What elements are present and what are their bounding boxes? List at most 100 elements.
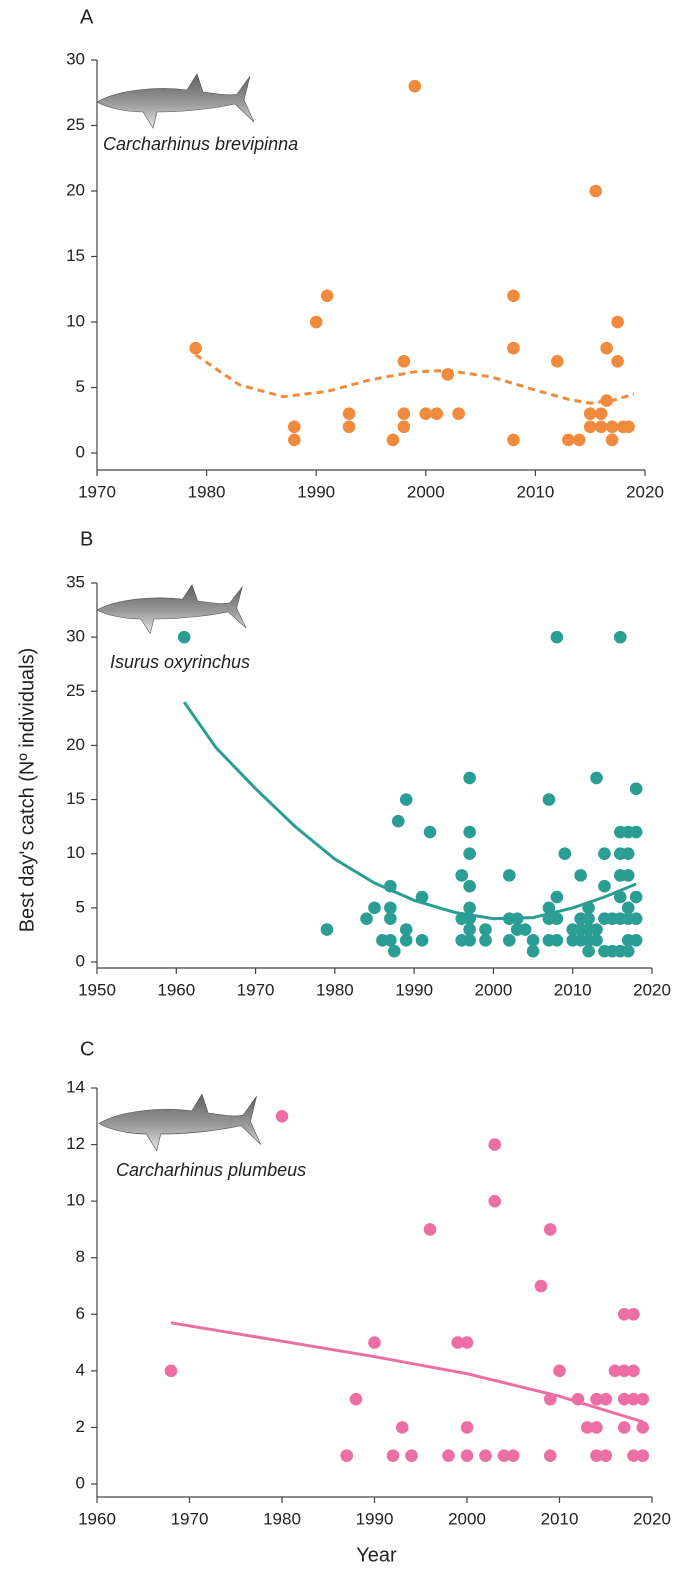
data-point [310,316,323,329]
trend-line [171,1323,643,1422]
y-tick-label: 15 [66,789,85,808]
data-point [611,355,624,368]
data-point [627,1308,640,1321]
y-tick-label: 20 [66,735,85,754]
data-point [574,869,587,882]
data-point [606,421,619,434]
data-point [387,434,400,447]
data-point [622,847,635,860]
data-point [384,902,397,915]
data-point [479,923,492,936]
data-point [463,880,476,893]
panel-label: A [80,6,94,28]
y-tick-label: 0 [76,442,85,461]
data-point [598,880,611,893]
x-tick-label: 1960 [78,1509,116,1528]
y-tick-label: 10 [66,1191,85,1210]
y-tick-label: 0 [76,1473,85,1492]
data-point [463,847,476,860]
x-tick-label: 1980 [263,1509,301,1528]
y-tick-label: 15 [66,246,85,265]
data-point [636,1449,649,1462]
y-tick-label: 0 [76,951,85,970]
y-axis-label: Best day's catch (Nº individuals) [16,648,38,933]
data-point [618,1421,631,1434]
data-point [599,1449,612,1462]
data-point [627,1365,640,1378]
data-point [584,407,597,420]
data-point [398,355,411,368]
data-point [165,1365,178,1378]
data-point [630,912,643,925]
data-point [606,434,619,447]
data-point [551,631,564,644]
x-tick-label: 2020 [633,1509,671,1528]
data-point [630,891,643,904]
data-point [562,434,575,447]
data-point [420,407,433,420]
data-point [519,923,532,936]
data-point [622,869,635,882]
data-point [636,1393,649,1406]
data-point [452,407,465,420]
data-point [590,923,603,936]
data-point [507,1449,520,1462]
data-point [288,421,301,434]
x-tick-label: 1990 [395,980,433,999]
x-tick-label: 1980 [316,980,354,999]
data-point [387,1449,400,1462]
data-point [396,1421,409,1434]
y-tick-label: 25 [66,681,85,700]
y-tick-label: 6 [76,1304,85,1323]
x-axis-label: Year [356,1544,397,1566]
data-point [622,945,635,958]
data-point [424,826,437,839]
data-point [503,934,516,947]
data-point [551,934,564,947]
data-point [590,934,603,947]
x-tick-label: 2020 [626,482,664,501]
data-point [416,934,429,947]
data-point [479,1449,492,1462]
data-point [400,793,413,806]
data-point [535,1280,548,1293]
data-point [400,923,413,936]
data-point [507,434,520,447]
data-point [343,421,356,434]
figure: 051015202530197019801990200020102020ACar… [0,0,681,1583]
data-point [611,316,624,329]
y-tick-label: 4 [76,1360,85,1379]
data-point [463,934,476,947]
data-point [595,421,608,434]
data-point [442,1449,455,1462]
data-point [636,1421,649,1434]
data-point [392,815,405,828]
panel-label: B [80,528,93,550]
data-point [463,923,476,936]
data-point [600,342,613,355]
data-point [178,631,191,644]
data-point [558,847,571,860]
trend-line [184,702,636,919]
data-point [590,1421,603,1434]
data-point [400,934,413,947]
data-point [461,1449,474,1462]
x-tick-label: 1980 [188,482,226,501]
data-point [503,869,516,882]
x-tick-label: 1950 [78,980,116,999]
data-point [622,421,635,434]
data-point [543,793,556,806]
data-point [527,934,540,947]
data-point [276,1110,289,1123]
data-point [398,421,411,434]
species-name: Isurus oxyrinchus [110,652,250,672]
data-point [553,1365,566,1378]
data-point [544,1449,557,1462]
x-tick-label: 1970 [171,1509,209,1528]
data-point [405,1449,418,1462]
data-point [424,1223,437,1236]
y-tick-label: 5 [76,377,85,396]
y-tick-label: 5 [76,897,85,916]
y-tick-label: 10 [66,843,85,862]
data-point [321,923,334,936]
